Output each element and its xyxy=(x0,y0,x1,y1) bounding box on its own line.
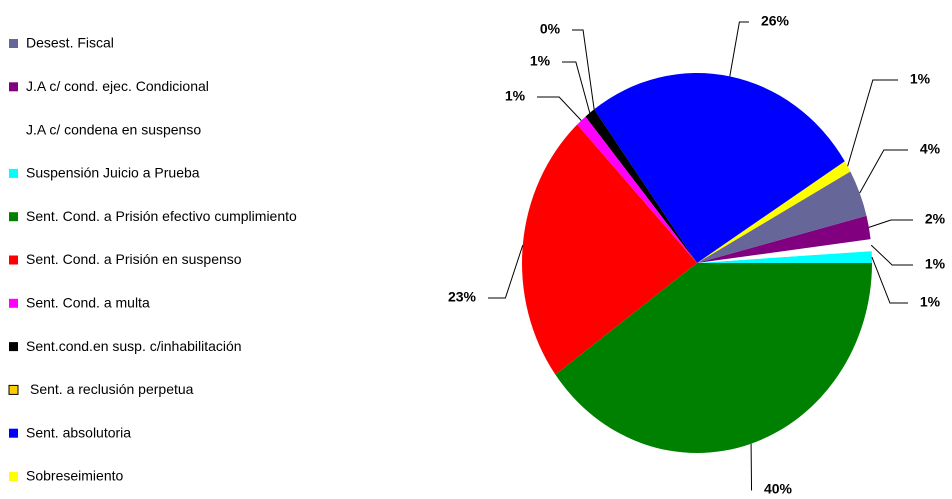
legend-label: Sent.cond.en susp. c/inhabilitación xyxy=(26,338,242,354)
legend-label: Desest. Fiscal xyxy=(26,35,114,51)
pie-slice xyxy=(697,161,851,263)
legend-label: Sent. a reclusión perpetua xyxy=(30,381,194,397)
legend-label: Sent. Cond. a multa xyxy=(26,295,150,311)
data-label: 40% xyxy=(764,481,793,497)
data-label: 2% xyxy=(925,211,946,227)
data-label: 1% xyxy=(910,71,931,87)
leader-line xyxy=(871,256,908,304)
legend-swatch xyxy=(9,168,18,178)
data-label: 23% xyxy=(448,289,477,305)
data-label: 1% xyxy=(530,53,551,69)
leader-line xyxy=(729,21,749,77)
leader-line xyxy=(870,244,913,266)
legend-swatch xyxy=(9,255,18,265)
leader-line xyxy=(488,244,524,299)
leader-line xyxy=(562,61,591,114)
leader-line xyxy=(750,443,753,491)
pie-slice xyxy=(697,171,867,263)
data-label: 1% xyxy=(505,88,526,104)
legend-label: Sobreseimiento xyxy=(26,468,123,484)
legend-swatch xyxy=(9,125,18,135)
pie-slice xyxy=(521,124,697,375)
leader-line xyxy=(847,79,898,167)
legend-label: Sent. Cond. a Prisión efectivo cumplimie… xyxy=(26,208,297,224)
pie-slice xyxy=(555,263,872,454)
data-label: 4% xyxy=(920,141,941,157)
legend-label: J.A c/ condena en suspenso xyxy=(26,121,201,137)
pie-slice xyxy=(585,109,697,263)
legend-swatch xyxy=(9,82,18,92)
pie-slice xyxy=(577,116,697,264)
leader-line xyxy=(868,219,913,228)
legend-swatch xyxy=(9,298,18,308)
data-label: 0% xyxy=(540,21,561,37)
legend-swatch xyxy=(8,384,19,395)
legend-swatch xyxy=(9,212,18,222)
pie-slice xyxy=(697,215,871,263)
legend-label: J.A c/ cond. ejec. Condicional xyxy=(26,78,209,94)
data-label: 1% xyxy=(920,294,941,310)
legend-label: Sent. absolutoria xyxy=(26,424,131,440)
pie-slice xyxy=(697,239,872,263)
data-label: 1% xyxy=(925,256,946,272)
leader-line xyxy=(572,29,595,110)
pie-slice xyxy=(697,251,872,263)
legend-label: Suspensión Juicio a Prueba xyxy=(26,165,200,181)
legend-swatch xyxy=(9,428,18,438)
data-label: 26% xyxy=(761,13,790,29)
leader-line xyxy=(537,96,582,121)
legend-swatch xyxy=(9,342,18,352)
legend-swatch xyxy=(9,39,18,48)
legend-swatch xyxy=(9,472,18,481)
pie-slice xyxy=(594,72,845,263)
leader-line xyxy=(859,149,908,194)
legend-label: Sent. Cond. a Prisión en suspenso xyxy=(26,251,242,267)
